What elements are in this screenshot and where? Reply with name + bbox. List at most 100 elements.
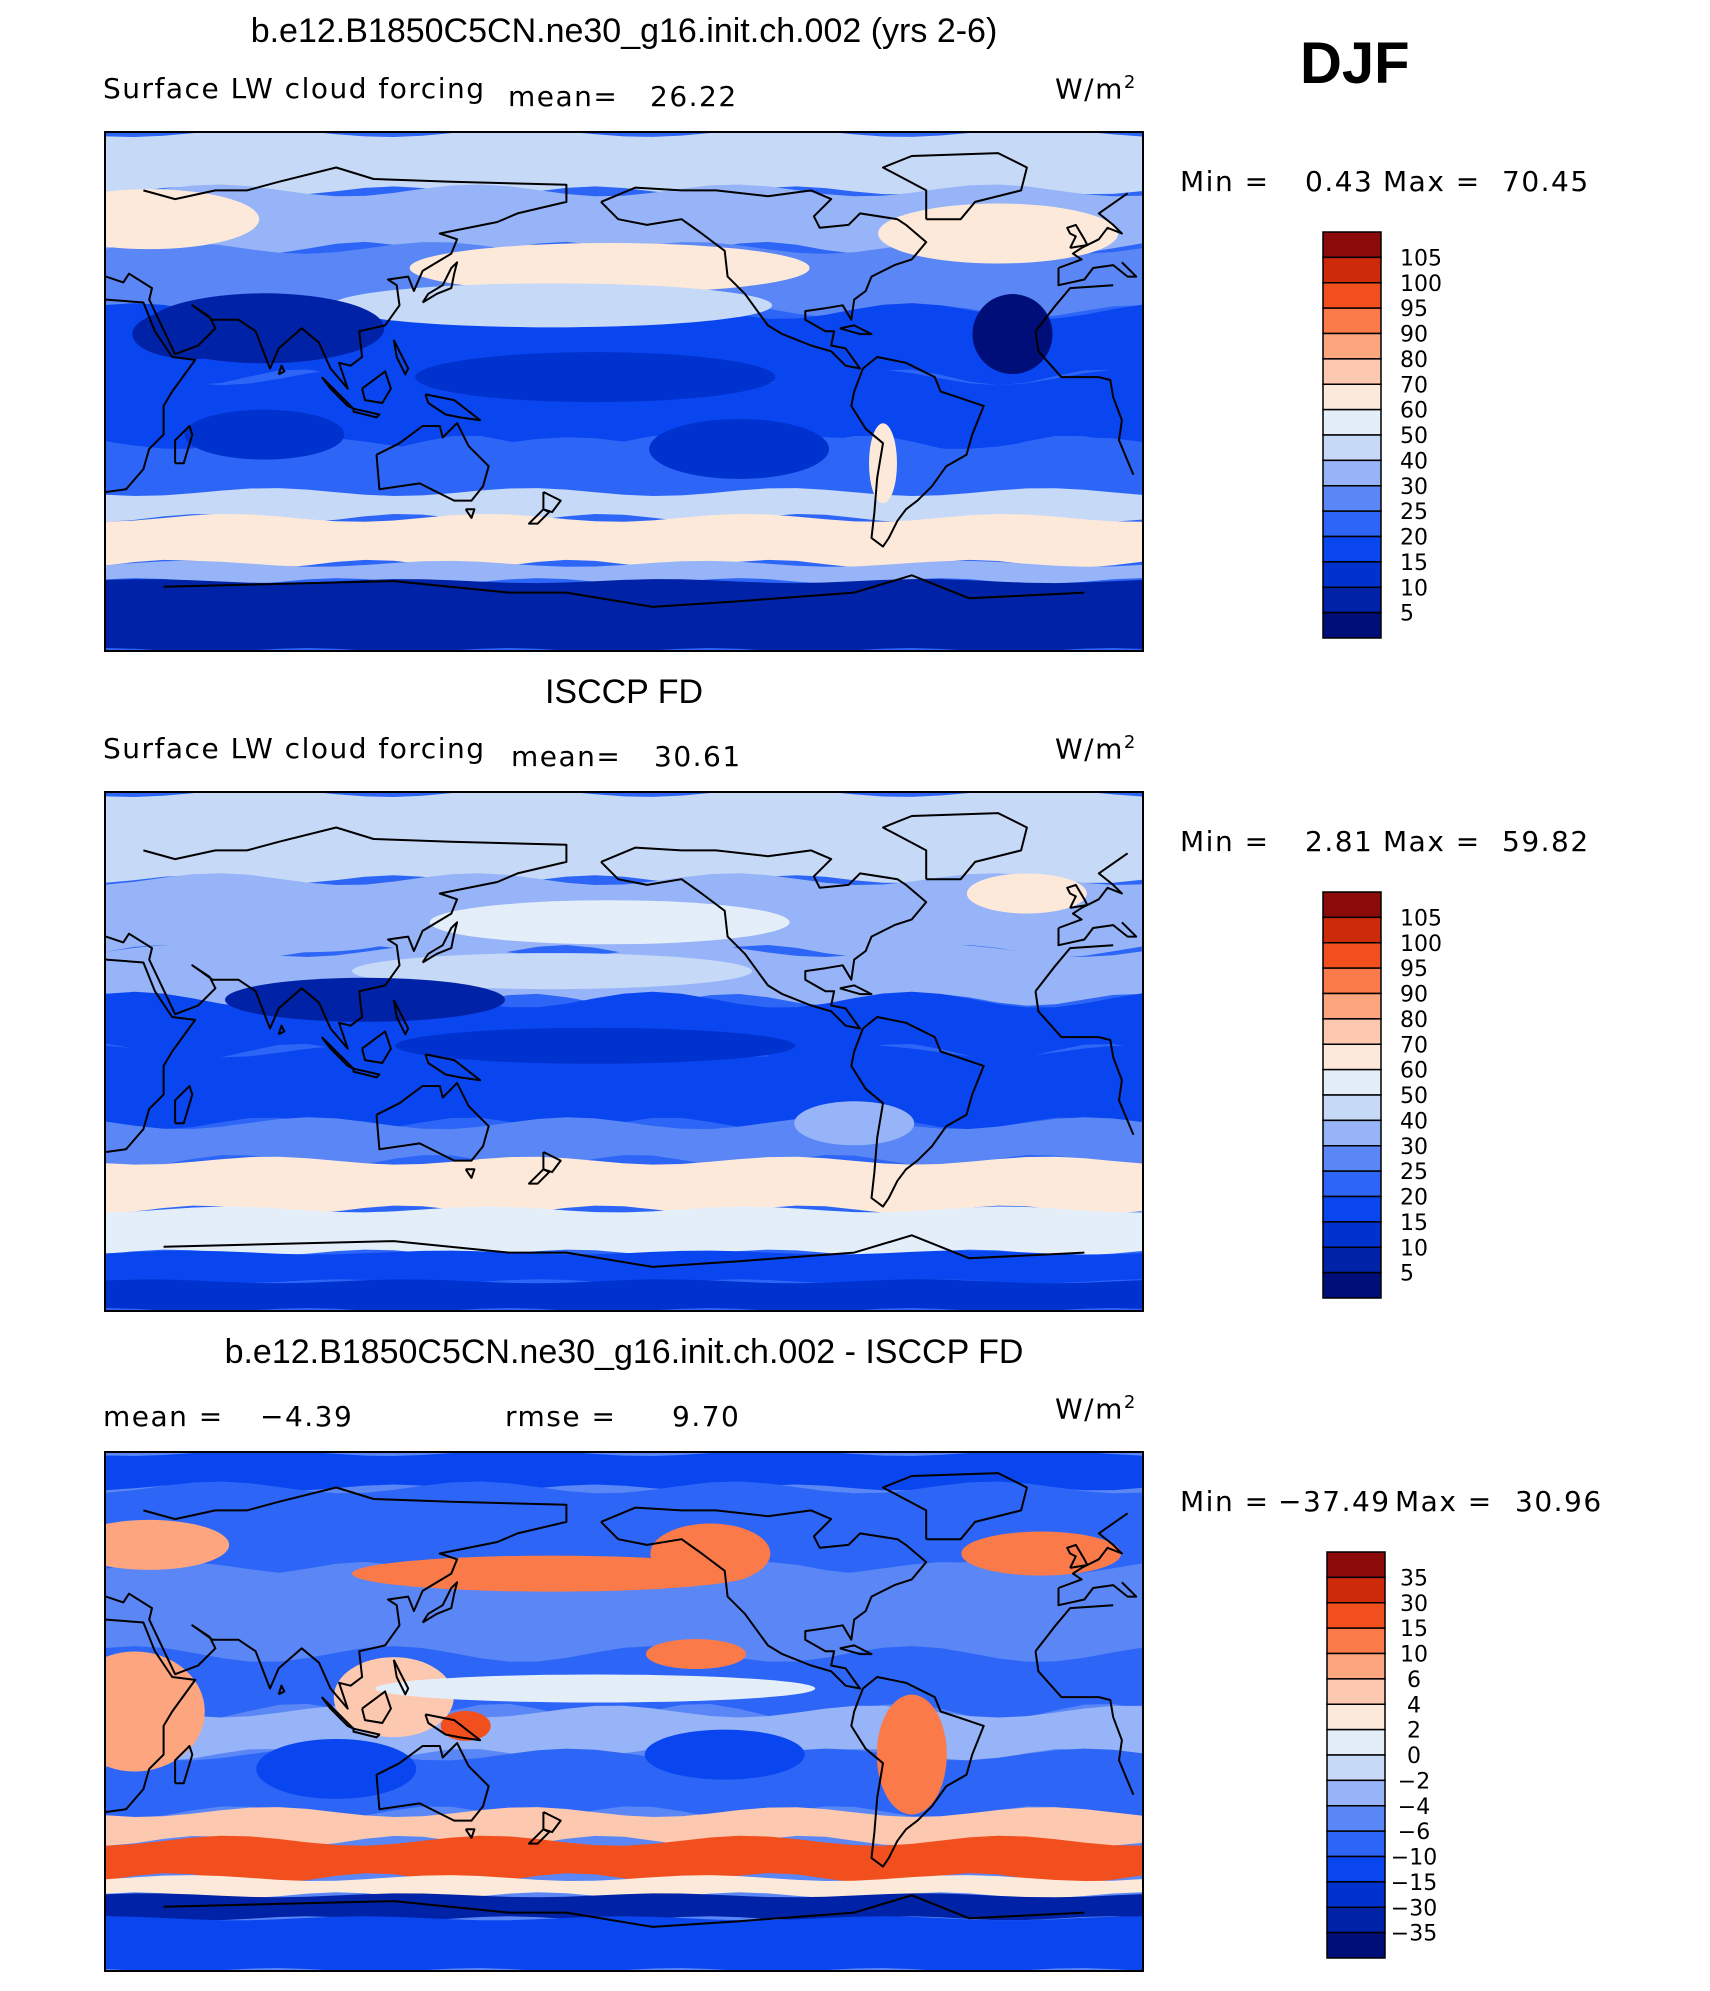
coastline [464,1168,476,1179]
contour-band [106,1453,1142,1491]
panel-3-max-value: 30.96 [1515,1485,1603,1518]
contour-band [106,1893,1142,1921]
contour-blob [961,1531,1122,1576]
colorbar-segment [1322,332,1382,360]
coastline [424,1053,482,1082]
contour-band [106,793,1142,883]
contour-band [106,1481,1142,1574]
panel-2-mean-label: mean= [511,740,622,773]
panel-3-min-label: Min = [1180,1485,1270,1518]
colorbar-segment [1326,1576,1386,1604]
coastline [375,422,490,502]
colorbar-tick-label: 10 [1400,576,1428,601]
colorbar-segment [1322,1018,1382,1045]
colorbar-tick-label: 40 [1400,449,1428,474]
colorbar-tick-label: −4 [1398,1795,1430,1820]
colorbar-segment [1322,1068,1382,1096]
coastline [542,1811,562,1834]
colorbar-tick-label: 20 [1400,526,1428,551]
colorbar-tick-label: −10 [1391,1846,1437,1871]
coastline [528,508,551,525]
contour-blob [187,892,428,953]
contour-band [106,1916,1142,1970]
coastline [163,574,1085,608]
colorbar-segment [1326,1855,1386,1883]
colorbar-tick-label: 95 [1400,957,1428,982]
contour-band [106,1875,1142,1899]
colorbar-tick-label: 90 [1400,983,1428,1008]
coastline [277,1024,286,1036]
colorbar-tick-label: 90 [1400,323,1428,348]
colorbar-tick-label: 50 [1400,1084,1428,1109]
contour-band [106,1250,1142,1284]
colorbar-segment [1322,916,1382,944]
coastline [882,812,1028,881]
colorbar-tick-label: 25 [1400,500,1428,525]
colorbar-segment [1322,611,1382,639]
coastline [106,944,1135,1153]
panel-3-units-exp: 2 [1123,1392,1137,1413]
panel-2-map [104,791,1144,1312]
contour-blob [352,1555,753,1592]
colorbar-tick-label: −30 [1391,1896,1437,1921]
contour-blob [106,189,260,250]
panel-3-units: W/m2 [1055,1392,1137,1425]
coastline [839,984,873,996]
panel-2-max-label: Max = [1383,825,1481,858]
panel-1-mean-label: mean= [508,80,619,113]
panel-3-units-base: W/m [1055,1392,1124,1426]
coastline [106,284,1135,493]
colorbar-tick-label: 30 [1400,475,1428,500]
coastline [321,1036,355,1070]
contour-band [106,513,1142,568]
panel-3-map-svg [106,1453,1142,1970]
colorbar-tick-label: 80 [1400,348,1428,373]
colorbar-segment [1326,1728,1386,1756]
colorbar-segment [1322,942,1382,969]
coastline [352,1067,381,1079]
contour-blob [409,242,810,293]
contour-blob [332,283,773,328]
colorbar-tick-label: 100 [1400,932,1442,957]
colorbar-segment [1322,383,1382,411]
coastline [464,1828,476,1839]
coastline [424,393,482,422]
coastline [1066,1543,1089,1569]
panel-2-title: ISCCP FD [544,673,704,711]
colorbar-segment [1322,1195,1382,1223]
colorbar-segment [1322,408,1382,436]
colorbar-segment [1322,307,1382,335]
coastline [361,370,392,404]
coastline [174,1085,194,1125]
coastline [392,999,410,1036]
panel-3-title: b.e12.B1850C5CN.ne30_g16.init.ch.002 - I… [224,1333,1024,1371]
coastline [424,1713,482,1742]
coastline [277,1684,286,1696]
colorbar-tick-label: 10 [1400,1236,1428,1261]
panel-2-units-base: W/m [1055,732,1124,766]
colorbar-segment [1326,1881,1386,1908]
colorbar-tick-label: −35 [1391,1922,1437,1947]
panel-1-units-exp: 2 [1123,72,1137,93]
colorbar-segment [1322,967,1382,995]
contour-blob [415,352,776,403]
contour-band [106,1562,1142,1660]
colorbar-tick-label: 95 [1400,297,1428,322]
contour-blob [184,409,345,460]
contour-blob [440,1710,491,1741]
coastline [375,1742,490,1822]
coastline [850,1016,985,1208]
coastline [528,1828,551,1845]
colorbar-segment [1322,485,1382,512]
coastline [163,1894,1085,1928]
contour-blob [650,1523,771,1584]
coastline [542,491,562,514]
colorbar-segment [1326,1551,1386,1579]
colorbar-tick-label: 105 [1400,906,1442,931]
colorbar-segment [1322,1170,1382,1198]
colorbar-tick-label: 35 [1400,1566,1428,1591]
contour-blob [429,900,790,945]
colorbar-segment [1322,1145,1382,1172]
coastline [174,1745,194,1785]
